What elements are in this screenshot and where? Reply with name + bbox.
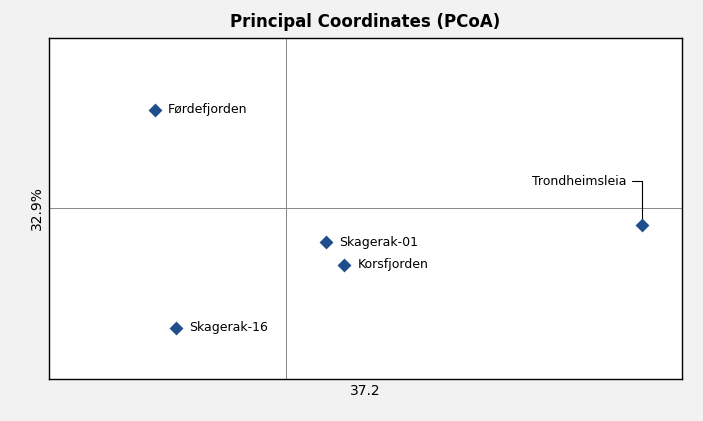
- Point: [321, 239, 332, 246]
- Text: Skagerak-01: Skagerak-01: [340, 236, 418, 249]
- Title: Principal Coordinates (PCoA): Principal Coordinates (PCoA): [231, 13, 501, 31]
- Text: Skagerak-16: Skagerak-16: [189, 321, 268, 334]
- Text: Førdefjorden: Førdefjorden: [168, 103, 247, 116]
- Point: [637, 222, 648, 229]
- Text: Korsfjorden: Korsfjorden: [358, 258, 429, 271]
- X-axis label: 37.2: 37.2: [350, 384, 381, 398]
- Text: Trondheimsleia: Trondheimsleia: [531, 175, 643, 223]
- Y-axis label: 32.9%: 32.9%: [30, 187, 44, 230]
- Point: [149, 106, 160, 113]
- Point: [170, 324, 181, 331]
- Point: [339, 261, 350, 268]
